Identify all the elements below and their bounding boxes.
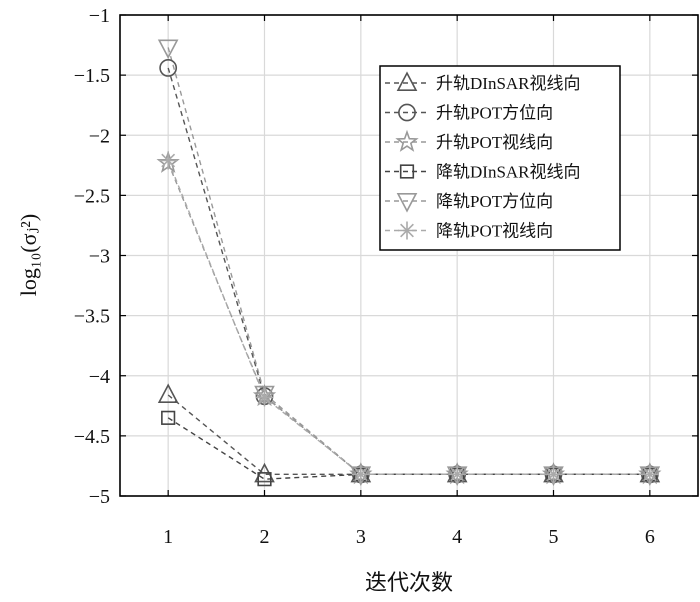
y-tick-labels: −1 −1.5 −2 −2.5 −3 −3.5 −4 −4.5 −5	[74, 5, 110, 508]
square-marker	[257, 472, 272, 487]
y-tick-label: −5	[89, 486, 110, 508]
legend-box	[379, 65, 621, 251]
legend-label: 升轨POT方位向	[436, 104, 553, 123]
asterisk-marker	[255, 388, 274, 407]
y-tick-label: −3	[89, 246, 110, 268]
x-tick-label: 2	[260, 526, 270, 548]
triangle-down-marker	[157, 39, 179, 60]
asterisk-marker	[640, 465, 659, 484]
y-tick-label: −2	[89, 125, 110, 147]
asterisk-marker	[159, 151, 178, 170]
asterisk-stroke	[353, 467, 368, 482]
x-tick-label: 3	[356, 526, 366, 548]
legend-item: 升轨POT视线向	[385, 129, 553, 152]
legend-item: 降轨POT方位向	[385, 192, 553, 213]
y-tick-label: −4.5	[74, 426, 110, 448]
y-tick-label: −1.5	[74, 65, 110, 87]
x-axis-label: 迭代次数	[365, 570, 453, 595]
asterisk-marker	[544, 465, 563, 484]
asterisk-stroke	[642, 467, 657, 482]
asterisk-stroke	[400, 223, 414, 238]
x-tick-label: 1	[163, 526, 173, 548]
y-tick-label: −4	[89, 366, 110, 388]
asterisk-marker	[351, 465, 370, 484]
x-tick-labels: 1 2 3 4 5 6	[163, 526, 655, 548]
star-marker	[395, 129, 419, 152]
asterisk-marker	[448, 465, 467, 484]
asterisk-stroke	[450, 467, 465, 482]
x-tick-label: 5	[549, 526, 559, 548]
triangle-down-marker	[396, 193, 418, 213]
legend-label: 降轨DInSAR视线向	[436, 163, 581, 182]
asterisk-stroke	[257, 390, 272, 405]
legend-label: 降轨POT方位向	[436, 192, 553, 211]
y-axis-label: log₁₀(σⱼ²)	[16, 214, 41, 296]
series-lines	[167, 47, 650, 480]
legend-item: 降轨POT视线向	[385, 221, 553, 241]
legend-item: 升轨DInSAR视线向	[385, 71, 581, 93]
y-tick-label: −1	[89, 5, 110, 27]
series-line-6	[167, 160, 650, 476]
legend: 升轨DInSAR视线向升轨POT方位向升轨POT视线向降轨DInSAR视线向降轨…	[379, 65, 621, 251]
triangle-down-marker	[254, 385, 275, 406]
legend-item: 降轨DInSAR视线向	[385, 163, 581, 182]
legend-label: 升轨POT视线向	[436, 133, 553, 152]
y-tick-label: −3.5	[74, 306, 110, 328]
asterisk-marker	[398, 221, 416, 240]
legend-item: 升轨POT方位向	[385, 104, 553, 123]
legend-label: 降轨POT视线向	[436, 222, 553, 241]
series-markers	[156, 39, 662, 487]
legend-label: 升轨DInSAR视线向	[436, 74, 581, 93]
y-tick-label: −2.5	[74, 185, 110, 207]
x-tick-label: 6	[645, 526, 655, 548]
triangle-up-marker	[157, 383, 179, 403]
asterisk-stroke	[546, 467, 561, 482]
x-tick-label: 4	[452, 526, 462, 548]
square-marker	[399, 164, 415, 179]
circle-marker	[159, 59, 178, 77]
square-marker	[161, 410, 176, 425]
asterisk-stroke	[161, 153, 176, 168]
triangle-up-marker	[396, 71, 418, 91]
circle-marker	[398, 103, 416, 122]
ticks	[120, 14, 698, 497]
